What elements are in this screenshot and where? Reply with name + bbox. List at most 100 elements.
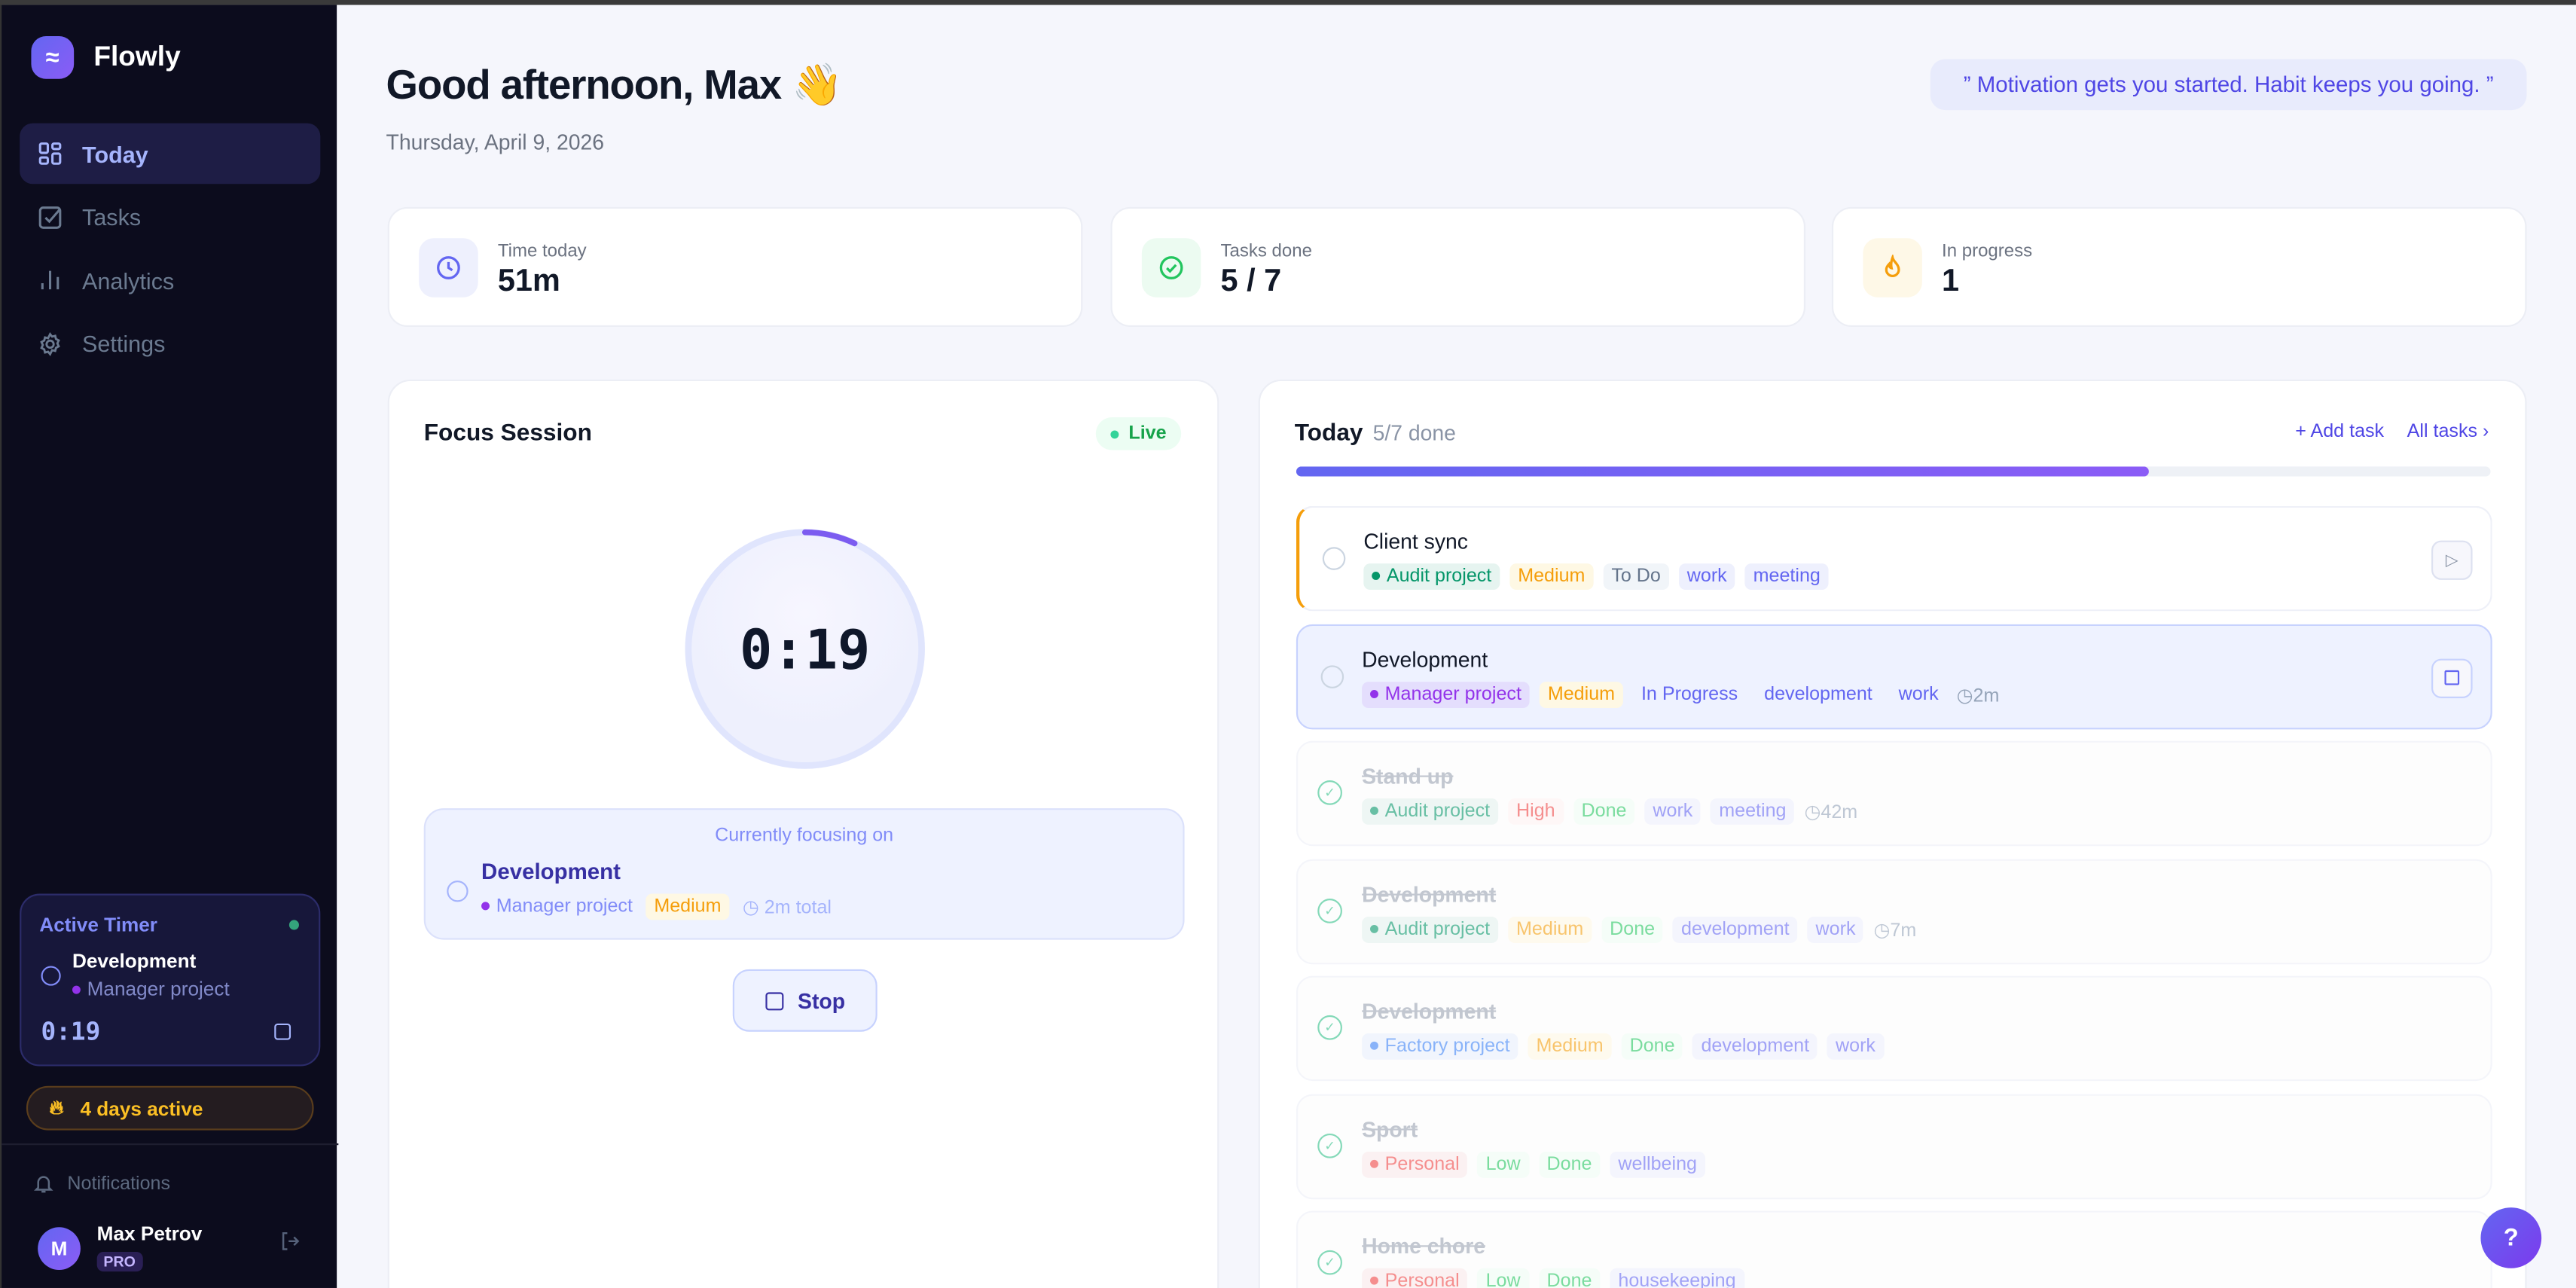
task-row[interactable]: ✓ Development Factory project Medium Done dev… bbox=[1296, 975, 2492, 1082]
sidebar-item-settings[interactable]: Settings bbox=[20, 313, 320, 374]
user-profile[interactable]: M Max Petrov PRO bbox=[38, 1222, 202, 1275]
status-badge: Done bbox=[1538, 1150, 1601, 1177]
live-dot bbox=[1110, 429, 1119, 438]
task-name: Client sync bbox=[1363, 529, 1468, 554]
task-row[interactable]: Client sync Audit project Medium To Do work m… bbox=[1296, 505, 2492, 612]
stat-label: Time today bbox=[497, 241, 587, 261]
project-dot bbox=[1370, 1042, 1378, 1051]
priority-badge: High bbox=[1508, 798, 1564, 825]
logo[interactable]: ≈ Flowly bbox=[31, 35, 181, 79]
status-badge: Done bbox=[1538, 1268, 1601, 1288]
clock-icon: ◷ bbox=[742, 899, 765, 919]
check-circle-icon[interactable]: ✓ bbox=[1317, 1250, 1342, 1275]
task-row[interactable]: Development Manager project Medium In Progr… bbox=[1296, 623, 2492, 729]
notifications-button[interactable]: Notifications bbox=[33, 1173, 170, 1194]
tag-badge: development bbox=[1764, 684, 1872, 704]
stat-value: 1 bbox=[1942, 264, 1960, 299]
divider bbox=[2, 1143, 339, 1146]
current-task-name: Development bbox=[481, 859, 621, 884]
priority-badge: Medium bbox=[1509, 563, 1594, 591]
task-name: Stand up bbox=[1362, 764, 1454, 789]
stat-card-tasks-done: Tasks done 5 / 7 bbox=[1110, 206, 1806, 328]
check-circle-icon[interactable]: ✓ bbox=[1317, 1132, 1342, 1158]
user-name: Max Petrov bbox=[96, 1222, 203, 1246]
project-dot bbox=[1370, 689, 1378, 698]
sidebar-item-label: Tasks bbox=[82, 203, 142, 230]
duration: ◷7m bbox=[1873, 920, 1917, 941]
task-status-ring[interactable] bbox=[1322, 547, 1346, 570]
task-status-ring[interactable] bbox=[1320, 664, 1344, 688]
check-circle-icon[interactable]: ✓ bbox=[1317, 897, 1342, 923]
duration: ◷42m bbox=[1804, 803, 1858, 823]
stop-icon bbox=[765, 991, 783, 1010]
status-badge: To Do bbox=[1603, 563, 1669, 591]
focus-session-card: Focus Session Live 0:19 Currently focusi… bbox=[387, 379, 1219, 1288]
project-badge: Personal bbox=[1362, 1150, 1468, 1177]
page-title: Good afternoon, Max 👋 bbox=[386, 62, 844, 108]
stop-button[interactable]: Stop bbox=[732, 969, 877, 1032]
logout-icon[interactable] bbox=[279, 1231, 301, 1252]
tag-badge: housekeeping bbox=[1610, 1268, 1744, 1288]
all-tasks-link[interactable]: All tasks › bbox=[2407, 422, 2489, 442]
gear-icon bbox=[40, 331, 60, 356]
checkbox-icon bbox=[38, 206, 62, 228]
today-summary: 5/7 done bbox=[1372, 420, 1456, 446]
logo-icon: ≈ bbox=[31, 35, 75, 79]
stop-label: Stop bbox=[798, 987, 846, 1013]
priority-badge: Medium bbox=[646, 893, 730, 920]
stat-label: Tasks done bbox=[1220, 241, 1312, 261]
task-row[interactable]: ✓ Sport Personal Low Done wellbeing bbox=[1296, 1093, 2492, 1199]
avatar: M bbox=[38, 1227, 81, 1270]
tag-badge: work bbox=[1827, 1033, 1884, 1060]
tag-badge: work bbox=[1898, 684, 1939, 704]
sidebar-item-label: Today bbox=[82, 140, 148, 167]
current-focus-label: Currently focusing on bbox=[715, 826, 894, 847]
active-timer-task: Development bbox=[72, 949, 197, 973]
project-dot bbox=[1370, 1159, 1378, 1168]
sidebar-item-label: Settings bbox=[82, 330, 166, 357]
check-circle-icon bbox=[1141, 238, 1201, 298]
sidebar-item-analytics[interactable]: Analytics bbox=[20, 250, 320, 311]
play-icon: ▷ bbox=[2445, 551, 2458, 569]
add-task-button[interactable]: + Add task bbox=[2295, 422, 2385, 442]
sidebar: ≈ Flowly Today Tasks Analytics Settings … bbox=[0, 5, 339, 1288]
priority-badge: Medium bbox=[1528, 1033, 1612, 1060]
priority-badge: Low bbox=[1477, 1150, 1529, 1177]
project-badge: Audit project bbox=[1363, 563, 1500, 591]
stat-card-time: Time today 51m bbox=[387, 206, 1083, 328]
project-badge: Personal bbox=[1362, 1268, 1468, 1288]
status-badge: Done bbox=[1573, 798, 1635, 825]
stop-button[interactable] bbox=[2431, 658, 2473, 697]
tag-badge: work bbox=[1678, 563, 1735, 591]
check-circle-icon[interactable]: ✓ bbox=[1317, 780, 1342, 805]
main-content: Good afternoon, Max 👋 Thursday, April 9,… bbox=[337, 5, 2576, 1288]
stop-icon[interactable] bbox=[274, 1023, 291, 1040]
priority-badge: Medium bbox=[1508, 915, 1592, 942]
stat-card-in-progress: In progress 1 bbox=[1831, 206, 2527, 328]
status-badge: Done bbox=[1621, 1033, 1683, 1060]
task-row[interactable]: ✓ Stand up Audit project High Done work meetin… bbox=[1296, 740, 2492, 847]
current-focus-task: Currently focusing on Development Manage… bbox=[423, 808, 1185, 940]
sidebar-item-tasks[interactable]: Tasks bbox=[20, 187, 320, 248]
today-title: Today 5/7 done bbox=[1294, 420, 1456, 447]
tag-badge: meeting bbox=[1744, 563, 1829, 591]
task-status-ring[interactable] bbox=[41, 965, 61, 985]
sidebar-item-today[interactable]: Today bbox=[20, 123, 321, 185]
active-timer-card[interactable]: Active Timer Development Manager project… bbox=[20, 893, 321, 1067]
task-row[interactable]: ✓ Development Audit project Medium Done devel… bbox=[1296, 858, 2492, 964]
clock-icon: ◷ bbox=[1804, 803, 1821, 823]
check-circle-icon[interactable]: ✓ bbox=[1317, 1015, 1342, 1040]
app-name: Flowly bbox=[93, 41, 181, 72]
active-timer-title: Active Timer bbox=[39, 913, 157, 937]
help-button[interactable]: ? bbox=[2480, 1207, 2542, 1268]
project-dot bbox=[481, 902, 490, 911]
tag-badge: work bbox=[1644, 798, 1702, 825]
task-status-ring[interactable] bbox=[447, 881, 469, 902]
tag-badge: work bbox=[1807, 915, 1864, 942]
stat-label: In progress bbox=[1942, 241, 2033, 261]
live-badge: Live bbox=[1095, 417, 1182, 450]
play-button[interactable]: ▷ bbox=[2431, 540, 2473, 580]
current-date: Thursday, April 9, 2026 bbox=[386, 130, 605, 155]
task-row[interactable]: ✓ Home chore Personal Low Done housekeeping bbox=[1296, 1210, 2492, 1288]
timer-display: 0:19 bbox=[740, 617, 871, 682]
